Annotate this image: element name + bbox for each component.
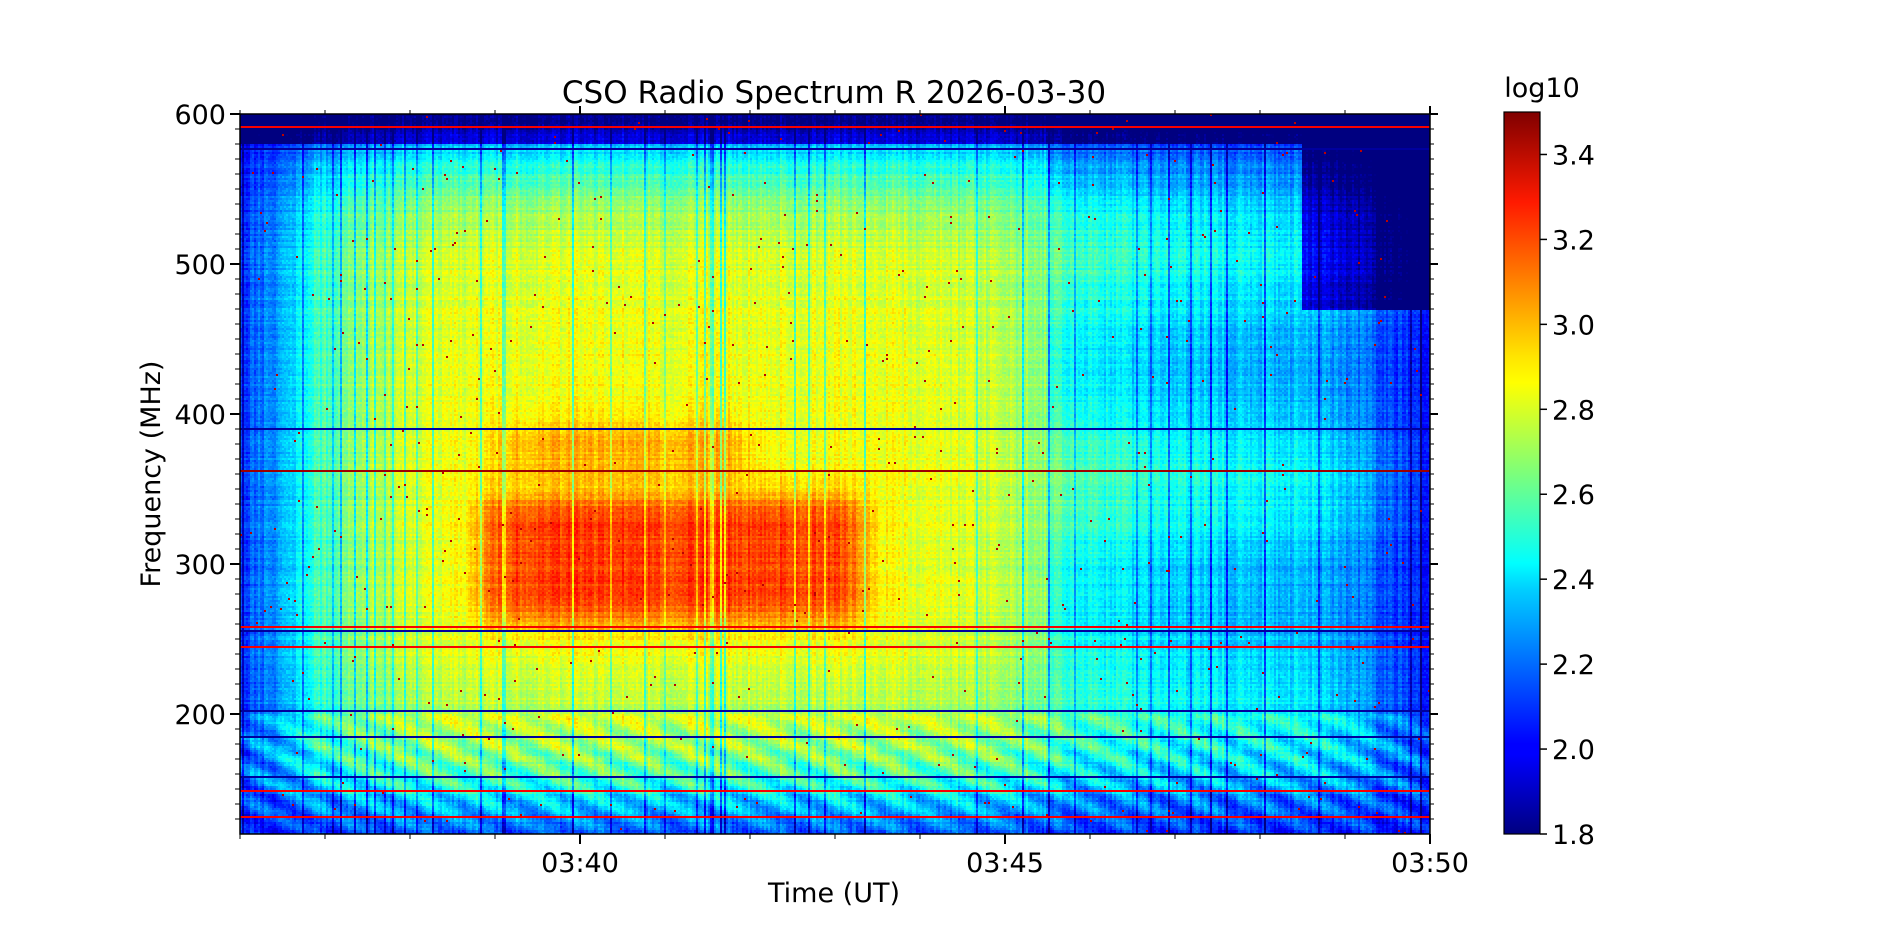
colorbar-tick-label: 2.4	[1552, 565, 1595, 596]
colorbar-label: log10	[1504, 73, 1580, 104]
colorbar-tick-label: 3.2	[1552, 225, 1595, 256]
heatmap-canvas	[240, 114, 1430, 834]
colorbar-tick-label: 2.6	[1552, 480, 1595, 511]
x-tick-label: 03:40	[541, 848, 619, 879]
colorbar-tick-label: 1.8	[1552, 820, 1595, 851]
y-axis: 200 300 400 500 600	[174, 100, 1438, 820]
heatmap-area	[240, 114, 1430, 834]
colorbar-tick-label: 2.2	[1552, 650, 1595, 681]
chart-title: CSO Radio Spectrum R 2026-03-30	[562, 75, 1106, 111]
x-tick-label: 03:45	[966, 848, 1044, 879]
colorbar-ticks: 1.8 2.0 2.2 2.4 2.6 2.8 3.0 3.2 3.4	[1540, 140, 1595, 851]
colorbar	[1503, 111, 1541, 835]
y-tick-label: 300	[174, 550, 226, 581]
colorbar-tick-label: 2.0	[1552, 735, 1595, 766]
x-axis: 03:40 03:45 03:50	[239, 106, 1469, 879]
y-axis-label: Frequency (MHz)	[136, 361, 167, 588]
y-tick-label: 500	[174, 250, 226, 281]
y-tick-label: 200	[174, 700, 226, 731]
y-tick-label: 400	[174, 400, 226, 431]
x-tick-label: 03:50	[1391, 848, 1469, 879]
colorbar-tick-label: 3.4	[1552, 140, 1595, 171]
colorbar-tick-label: 2.8	[1552, 395, 1595, 426]
colorbar-tick-label: 3.0	[1552, 310, 1595, 341]
x-axis-label: Time (UT)	[767, 878, 900, 909]
y-tick-label: 600	[174, 100, 226, 131]
